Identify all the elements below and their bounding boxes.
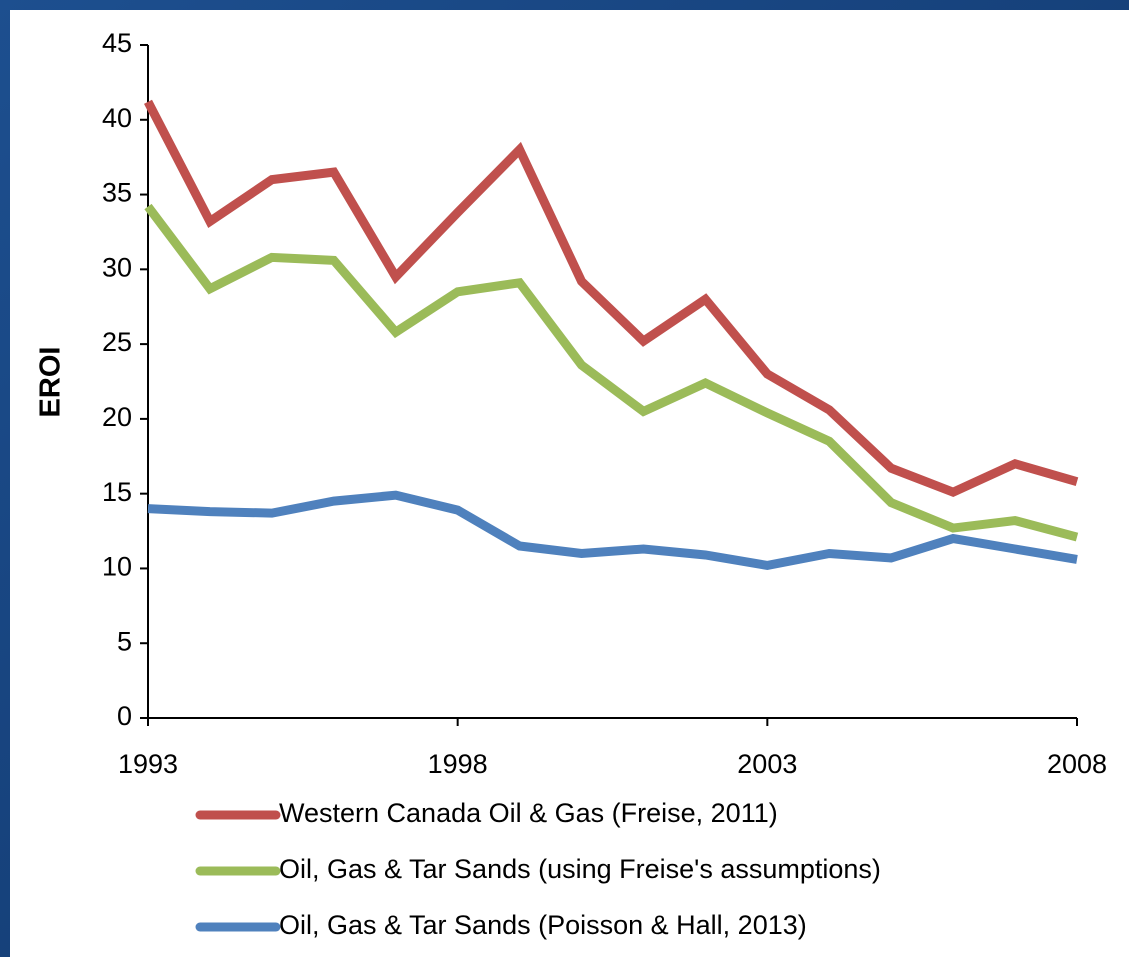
series-line — [147, 490, 1078, 571]
y-tick-label: 10 — [102, 552, 132, 582]
legend-label: Oil, Gas & Tar Sands (Poisson & Hall, 20… — [279, 910, 807, 940]
y-tick-label: 35 — [102, 178, 132, 208]
x-tick-label: 1993 — [118, 749, 178, 779]
y-tick-label: 30 — [102, 252, 132, 282]
legend-label: Oil, Gas & Tar Sands (using Freise's ass… — [279, 854, 881, 884]
legend-label: Western Canada Oil & Gas (Freise, 2011) — [279, 798, 778, 828]
y-tick-label: 5 — [117, 626, 132, 656]
x-tick-label: 2003 — [737, 749, 797, 779]
x-tick-label: 2008 — [1047, 749, 1107, 779]
y-tick-label: 25 — [102, 327, 132, 357]
y-tick-label: 20 — [102, 402, 132, 432]
y-tick-label: 15 — [102, 477, 132, 507]
y-axis-label: EROI — [35, 347, 67, 418]
series-line — [144, 203, 1079, 542]
y-tick-label: 45 — [102, 28, 132, 58]
x-tick-label: 1998 — [428, 749, 488, 779]
series-line — [144, 99, 1079, 498]
y-tick-label: 40 — [102, 103, 132, 133]
y-tick-label: 0 — [117, 701, 132, 731]
